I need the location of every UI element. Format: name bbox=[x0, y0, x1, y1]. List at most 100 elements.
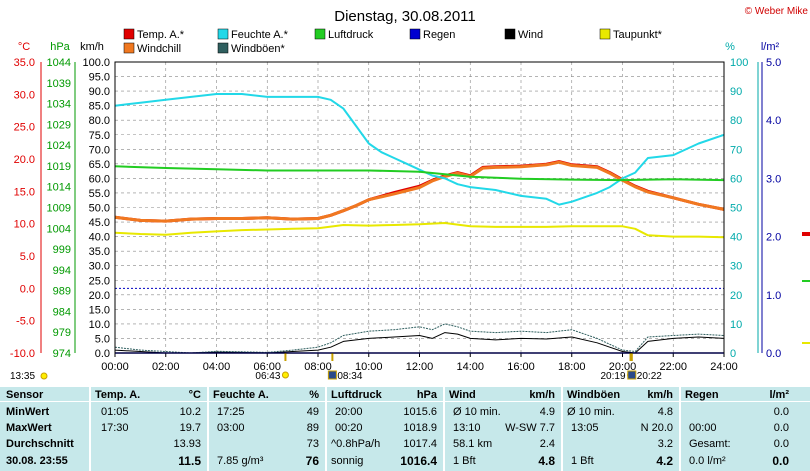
header-rain-unit: l/m² bbox=[769, 389, 789, 401]
header-hum: Feuchte A. bbox=[213, 389, 269, 401]
press-current: 1016.4 bbox=[400, 454, 437, 468]
press-max: 1018.9 bbox=[403, 422, 437, 434]
hum-max: 89 bbox=[306, 422, 319, 434]
row-label-current: 30.08. 23:55 bbox=[6, 455, 68, 467]
legend-label-7: Windböen* bbox=[231, 43, 286, 55]
header-temp-unit: °C bbox=[188, 389, 201, 401]
chart-title: Dienstag, 30.08.2011 bbox=[334, 8, 476, 25]
rain-total: 0.0 bbox=[773, 438, 789, 450]
header-temp: Temp. A. bbox=[95, 389, 141, 401]
hum-tick: 40 bbox=[730, 232, 742, 244]
rain-tick: 4.0 bbox=[766, 115, 781, 127]
hum-tick: 100 bbox=[730, 57, 748, 69]
hum-tick: 80 bbox=[730, 115, 742, 127]
hum-tick: 50 bbox=[730, 203, 742, 215]
x-tick-label: 12:00 bbox=[406, 361, 434, 373]
gust-max: N 20.0 bbox=[640, 422, 673, 434]
hum-tick: 20 bbox=[730, 290, 742, 302]
grid bbox=[115, 62, 724, 353]
x-tick-label: 00:00 bbox=[101, 361, 129, 373]
hum-min-time: 17:25 bbox=[217, 406, 245, 418]
wind-tick: 85.0 bbox=[89, 101, 110, 113]
wind-tick: 100.0 bbox=[82, 57, 110, 69]
header-gust-unit: km/h bbox=[647, 389, 673, 401]
press-tick: 1004 bbox=[47, 223, 71, 235]
wind-avg10-label: Ø 10 min. bbox=[453, 406, 501, 418]
legend-label-1: Feuchte A.* bbox=[231, 29, 289, 41]
wind-tick: 25.0 bbox=[89, 275, 110, 287]
temp-tick: 30.0 bbox=[14, 89, 35, 101]
legend-swatch-4 bbox=[504, 28, 516, 40]
x-tick-label: 04:00 bbox=[203, 361, 231, 373]
header-press-unit: hPa bbox=[416, 389, 437, 401]
wind-current: 4.8 bbox=[538, 454, 555, 468]
x-tick-label: 16:00 bbox=[507, 361, 535, 373]
x-tick-label: 14:00 bbox=[456, 361, 484, 373]
moonset-label: 20:22 bbox=[637, 371, 662, 382]
header-rain: Regen bbox=[685, 389, 719, 401]
header-hum-unit: % bbox=[309, 389, 319, 401]
col-hum: Feuchte A. % 17:25 49 03:00 89 73 7.85 g… bbox=[213, 387, 319, 471]
temp-max: 19.7 bbox=[179, 422, 201, 434]
header-press: Luftdruck bbox=[331, 389, 382, 401]
wind-tick: 55.0 bbox=[89, 188, 110, 200]
gust-bft: 1 Bft bbox=[571, 455, 594, 467]
left-time-sun-icon bbox=[40, 372, 48, 380]
x-tick-label: 20:00 bbox=[609, 361, 637, 373]
press-tick: 1039 bbox=[47, 78, 71, 90]
press-unit: hPa bbox=[50, 41, 70, 53]
legend-swatch-2 bbox=[314, 28, 326, 40]
series-line-3 bbox=[114, 165, 725, 182]
press-forecast: sonnig bbox=[331, 455, 364, 467]
rain-tick: 5.0 bbox=[766, 57, 781, 69]
wind-tick: 45.0 bbox=[89, 217, 110, 229]
gust-current: 4.2 bbox=[656, 454, 673, 468]
header-wind-unit: km/h bbox=[529, 389, 555, 401]
series-line-4 bbox=[114, 222, 725, 239]
moonrise-label: 08:34 bbox=[337, 371, 362, 382]
col-temp: Temp. A. °C 01:05 10.2 17:30 19.7 13.93 … bbox=[95, 387, 201, 471]
gust-avg10: 4.8 bbox=[657, 406, 673, 418]
wind-tick: 35.0 bbox=[89, 246, 110, 258]
legend-label-2: Luftdruck bbox=[328, 29, 374, 41]
rain-tick: 1.0 bbox=[766, 290, 781, 302]
legend-swatch-0 bbox=[123, 28, 135, 40]
press-tick: 1019 bbox=[47, 161, 71, 173]
rain-unit: l/m² bbox=[761, 41, 780, 53]
series-line-6 bbox=[114, 323, 725, 354]
temp-tick: 25.0 bbox=[14, 122, 35, 134]
press-max-time: 00:20 bbox=[335, 422, 363, 434]
legend-swatch-6 bbox=[123, 42, 135, 54]
rain-current: 0.0 bbox=[772, 454, 789, 468]
plot-frame bbox=[114, 61, 725, 354]
header-sensor: Sensor bbox=[6, 389, 44, 401]
temp-tick: 10.0 bbox=[14, 219, 35, 231]
rain-total-label: Gesamt: bbox=[689, 438, 731, 450]
col-sensor: Sensor MinWert MaxWert Durchschnitt 30.0… bbox=[6, 387, 88, 471]
rain-tick: 3.0 bbox=[766, 173, 781, 185]
legend-label-4: Wind bbox=[518, 29, 543, 41]
press-tick: 1024 bbox=[47, 140, 71, 152]
temp-tick: 5.0 bbox=[20, 251, 35, 263]
hum-tick: 10 bbox=[730, 319, 742, 331]
wind-tick: 20.0 bbox=[89, 290, 110, 302]
press-avg: 1017.4 bbox=[403, 438, 437, 450]
hum-max-time: 03:00 bbox=[217, 422, 245, 434]
legend-label-0: Temp. A.* bbox=[137, 29, 185, 41]
wind-tick: 60.0 bbox=[89, 173, 110, 185]
moonset-icon bbox=[627, 370, 637, 380]
temp-min-time: 01:05 bbox=[101, 406, 129, 418]
temp-max-time: 17:30 bbox=[101, 422, 129, 434]
hum-tick: 0 bbox=[730, 348, 736, 360]
wind-tick: 75.0 bbox=[89, 130, 110, 142]
x-axis: 00:00 02:00 04:00 06:00 08:00 10:00 12:00 14:00… bbox=[101, 353, 738, 373]
col-rain: Regen l/m² 0.0 00:00 0.0 Gesamt: 0.0 0.0… bbox=[685, 387, 789, 471]
row-label-avg: Durchschnitt bbox=[6, 438, 74, 450]
sun-moon-events: 06:43 08:34 20:19 20:22 13:35 bbox=[10, 232, 810, 382]
x-tick-label: 02:00 bbox=[152, 361, 180, 373]
row-label-min: MinWert bbox=[6, 406, 50, 418]
temp-unit: °C bbox=[18, 41, 30, 53]
press-tick: 999 bbox=[53, 244, 71, 256]
hum-avg: 73 bbox=[306, 438, 319, 450]
temp-tick: 35.0 bbox=[14, 57, 35, 69]
